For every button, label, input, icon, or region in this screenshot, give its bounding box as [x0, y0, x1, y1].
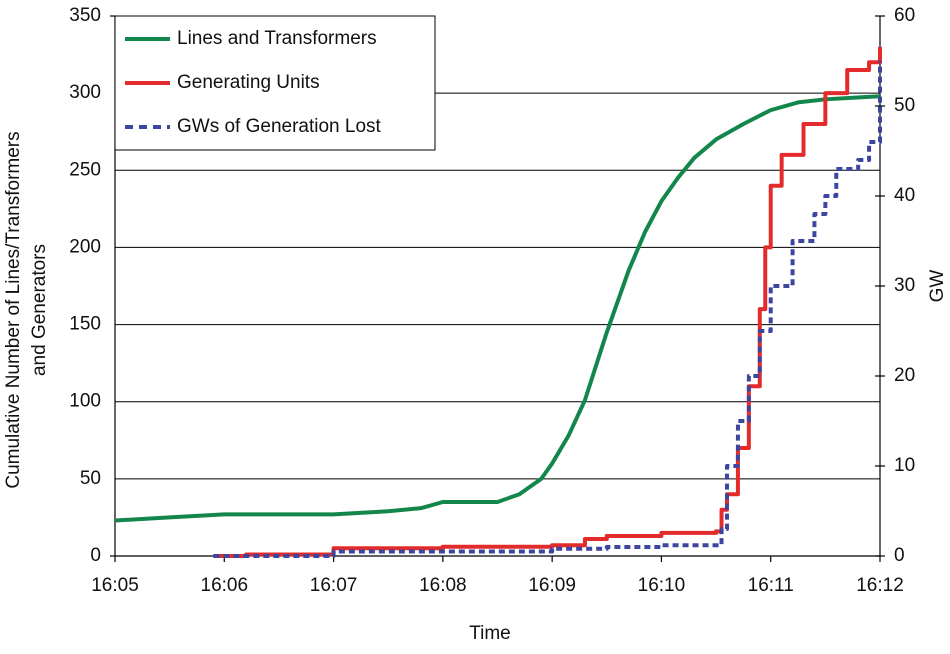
x-tick-label: 16:05 — [91, 575, 139, 596]
y-tick-label: 50 — [80, 468, 101, 489]
y2-tick-label: 30 — [894, 275, 915, 296]
y2-tick-label: 20 — [894, 365, 915, 386]
y-tick-label: 0 — [90, 545, 101, 566]
x-axis-label: Time — [469, 623, 511, 644]
x-tick-label: 16:09 — [528, 575, 576, 596]
x-tick-label: 16:11 — [748, 575, 794, 596]
legend-label: Lines and Transformers — [177, 28, 377, 49]
y2-axis-label: GW — [927, 270, 948, 303]
y2-tick-label: 50 — [894, 95, 915, 116]
y-axis-label: Cumulative Number of Lines/Transformers — [3, 131, 24, 488]
series-line — [213, 61, 882, 558]
x-tick-label: 16:08 — [419, 575, 467, 596]
y-axis-label: and Generators — [29, 244, 50, 376]
x-tick-label: 16:12 — [856, 575, 904, 596]
y-tick-label: 150 — [69, 314, 101, 335]
y-tick-label: 100 — [69, 391, 101, 412]
y2-tick-label: 40 — [894, 185, 915, 206]
series-line — [213, 46, 882, 558]
y-tick-label: 250 — [69, 159, 101, 180]
series-line — [114, 94, 881, 523]
y-tick-label: 200 — [69, 236, 101, 257]
y2-tick-label: 60 — [894, 5, 915, 26]
x-tick-label: 16:07 — [310, 575, 358, 596]
x-tick-label: 16:06 — [201, 575, 249, 596]
legend-label: Generating Units — [177, 72, 320, 93]
legend-label: GWs of Generation Lost — [177, 116, 382, 137]
y-tick-label: 300 — [69, 82, 101, 103]
y-tick-label: 350 — [69, 5, 101, 26]
x-tick-label: 16:10 — [638, 575, 686, 596]
y2-tick-label: 0 — [894, 545, 905, 566]
y2-tick-label: 10 — [894, 455, 915, 476]
